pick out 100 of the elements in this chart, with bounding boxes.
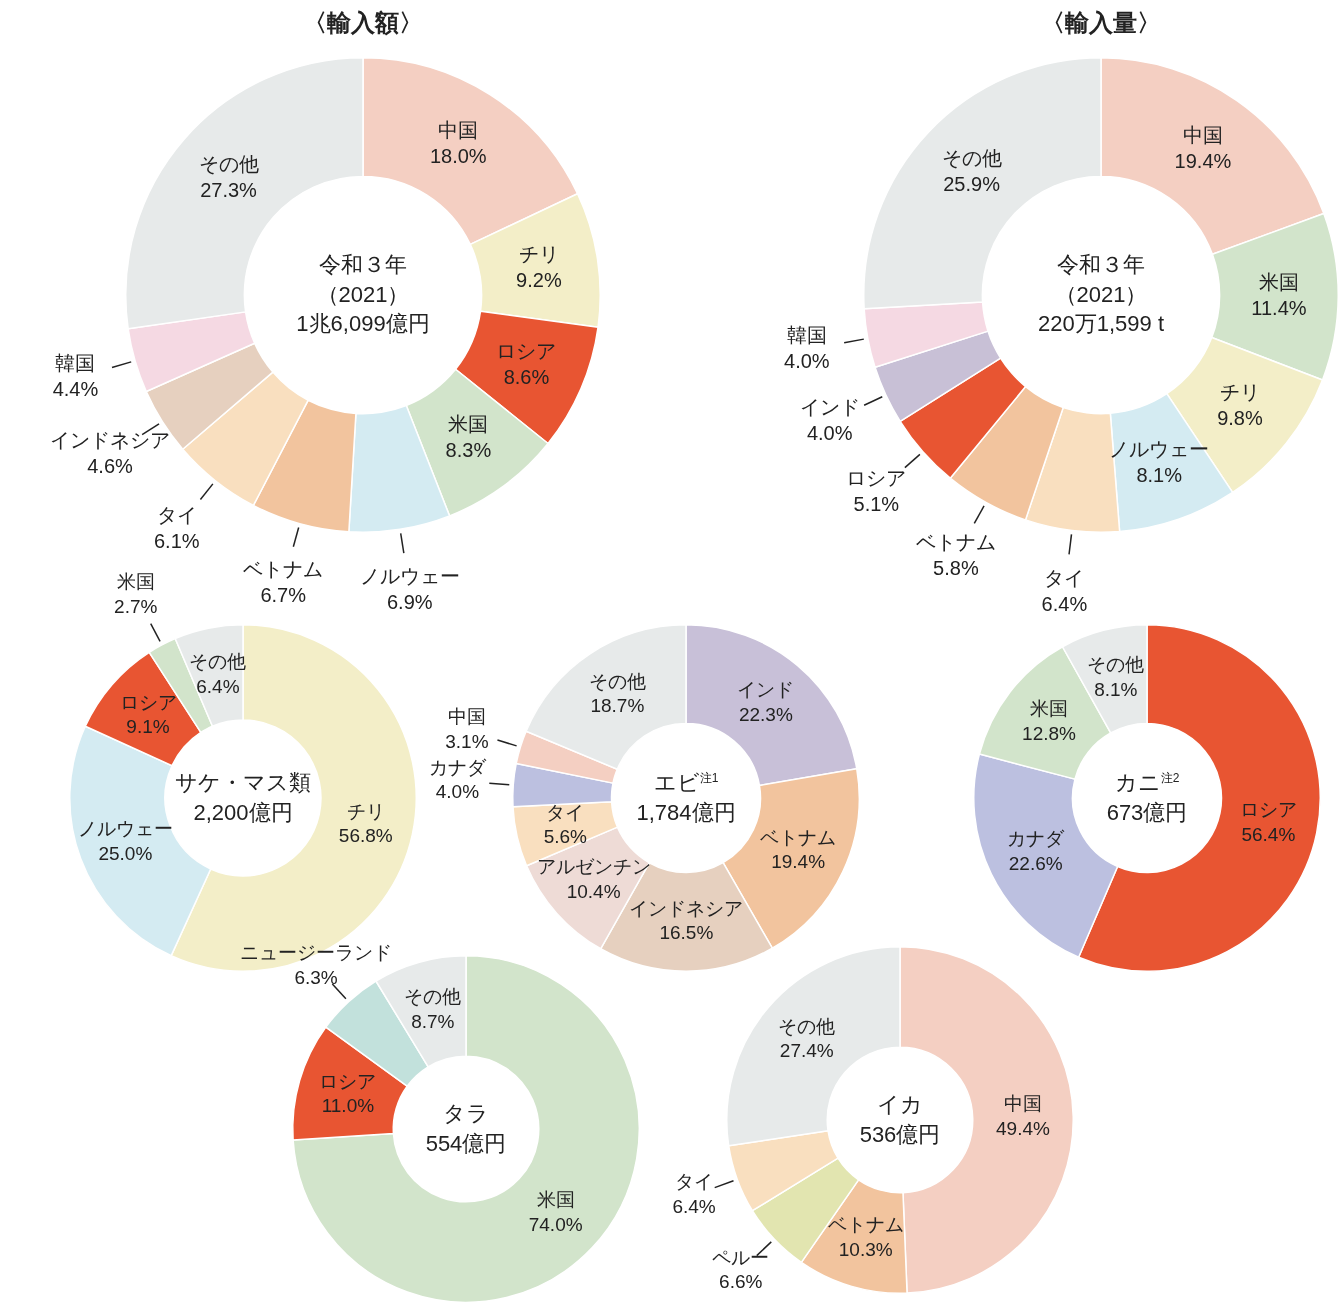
data-label: 8.6% — [503, 365, 550, 388]
slice-label: タイ — [156, 503, 197, 526]
slice-label: タイ — [546, 801, 585, 823]
slice-label: インドネシア — [49, 429, 170, 452]
data-label: 18.7% — [590, 695, 645, 717]
data-label: 8.1% — [1094, 678, 1138, 700]
data-label: 6.3% — [294, 966, 338, 988]
data-label: 18.0% — [429, 145, 487, 168]
slice-label: その他 — [198, 152, 259, 175]
slice-label: ノルウェー — [359, 565, 460, 588]
slice-label: インド — [799, 395, 860, 418]
slice-label: ベトナム — [243, 557, 324, 580]
data-label: 2.7% — [114, 595, 158, 617]
slice-label: チリ — [346, 800, 385, 822]
slice-label: ロシア — [496, 339, 557, 362]
text: 220万1,599 t — [1038, 311, 1164, 337]
slice-label: アルゼンチン — [536, 856, 651, 878]
slice-label: その他 — [1087, 654, 1145, 676]
text: （2021） — [316, 282, 410, 308]
data-label: 5.1% — [853, 493, 900, 516]
data-label: 6.4% — [196, 675, 240, 697]
data-label: 8.3% — [445, 438, 492, 461]
data-label: 8.7% — [411, 1011, 455, 1033]
slice-label: 米国 — [536, 1189, 575, 1211]
data-label: 6.9% — [386, 591, 433, 614]
slice-label: ロシア — [319, 1070, 377, 1092]
slice-label: その他 — [941, 147, 1002, 170]
data-label: 22.3% — [738, 703, 793, 725]
text: 1,784億円 — [636, 800, 736, 825]
slice-label: インドネシア — [629, 897, 744, 919]
data-label: 6.1% — [153, 529, 200, 552]
data-label: 25.0% — [98, 842, 153, 864]
text: カニ$^{注2}$ — [1114, 770, 1180, 796]
slice-label: ペルー — [712, 1246, 770, 1268]
text: 令和３年 — [318, 252, 407, 278]
text: サケ・マス類 — [175, 770, 311, 796]
text: 1兆6,099億円 — [296, 311, 430, 337]
chart-title: 〈輸入量〉 — [1040, 8, 1162, 38]
slice-label: チリ — [518, 242, 559, 265]
data-label: 5.8% — [933, 557, 979, 580]
data-label: 10.4% — [566, 881, 621, 903]
slice-label: タイ — [1044, 566, 1085, 589]
data-label: 6.4% — [672, 1195, 716, 1217]
data-label: 74.0% — [528, 1213, 583, 1235]
slice-label: カナダ — [1007, 828, 1066, 850]
data-label: 9.1% — [126, 716, 170, 738]
slice-label: ベトナム — [827, 1214, 904, 1236]
data-label: 4.0% — [435, 781, 480, 803]
data-label: 19.4% — [1174, 149, 1232, 172]
data-label: 4.4% — [52, 378, 99, 401]
slice-label: ロシア — [1239, 798, 1297, 820]
slice-label: ロシア — [846, 467, 907, 490]
data-label: 11.0% — [321, 1095, 375, 1117]
text: 536億円 — [859, 1122, 941, 1147]
slice-label: その他 — [778, 1015, 836, 1037]
slice-label: 中国 — [1003, 1093, 1042, 1115]
slice-label: ロシア — [119, 691, 177, 713]
slice-label: 米国 — [448, 412, 489, 435]
data-label: 10.3% — [838, 1238, 893, 1260]
data-label: 5.6% — [543, 826, 588, 848]
data-label: 9.8% — [1217, 406, 1263, 429]
data-label: 25.9% — [943, 173, 1001, 196]
data-label: 56.4% — [1241, 823, 1296, 845]
data-label: 22.6% — [1008, 852, 1063, 874]
slice-label: タイ — [675, 1171, 714, 1193]
data-label: 27.3% — [200, 178, 258, 201]
slice-label: ノルウェー — [77, 817, 173, 839]
slice-label: その他 — [189, 650, 247, 672]
text: （2021） — [1054, 282, 1148, 308]
slice-label: 韓国 — [786, 324, 827, 347]
slice-label: その他 — [588, 670, 646, 692]
text: タラ — [443, 1101, 489, 1127]
slice-label: 米国 — [116, 571, 155, 593]
data-label: 16.5% — [659, 922, 714, 944]
slice-label: チリ — [1219, 380, 1260, 403]
slice-label: ノルウェー — [1109, 437, 1210, 460]
data-label: 56.8% — [338, 825, 393, 847]
text: 673億円 — [1106, 800, 1188, 825]
data-label: 6.7% — [260, 583, 307, 606]
slice-label: ベトナム — [760, 826, 837, 848]
data-label: 19.4% — [771, 851, 826, 873]
slice-label: ニュージーランド — [240, 942, 393, 964]
slice-label: 中国 — [447, 706, 486, 728]
data-label: 49.4% — [996, 1118, 1051, 1140]
slice-label: 韓国 — [55, 352, 96, 375]
data-label: 3.1% — [445, 731, 489, 753]
data-label: 6.6% — [719, 1271, 763, 1293]
text: エビ$^{注1}$ — [653, 770, 719, 796]
data-label: 4.0% — [784, 350, 830, 373]
data-label: 4.6% — [87, 455, 133, 478]
slice-label: カナダ — [428, 756, 487, 778]
data-label: 27.4% — [779, 1040, 834, 1062]
data-label: 4.0% — [806, 421, 853, 444]
text: 令和３年 — [1056, 252, 1145, 278]
slice-label: 中国 — [1182, 123, 1223, 146]
slice-label: 米国 — [1030, 698, 1069, 720]
data-label: 6.4% — [1041, 592, 1088, 615]
slice-label: 中国 — [438, 119, 479, 142]
text: 2,200億円 — [193, 800, 293, 825]
slice-label: インド — [737, 679, 795, 701]
